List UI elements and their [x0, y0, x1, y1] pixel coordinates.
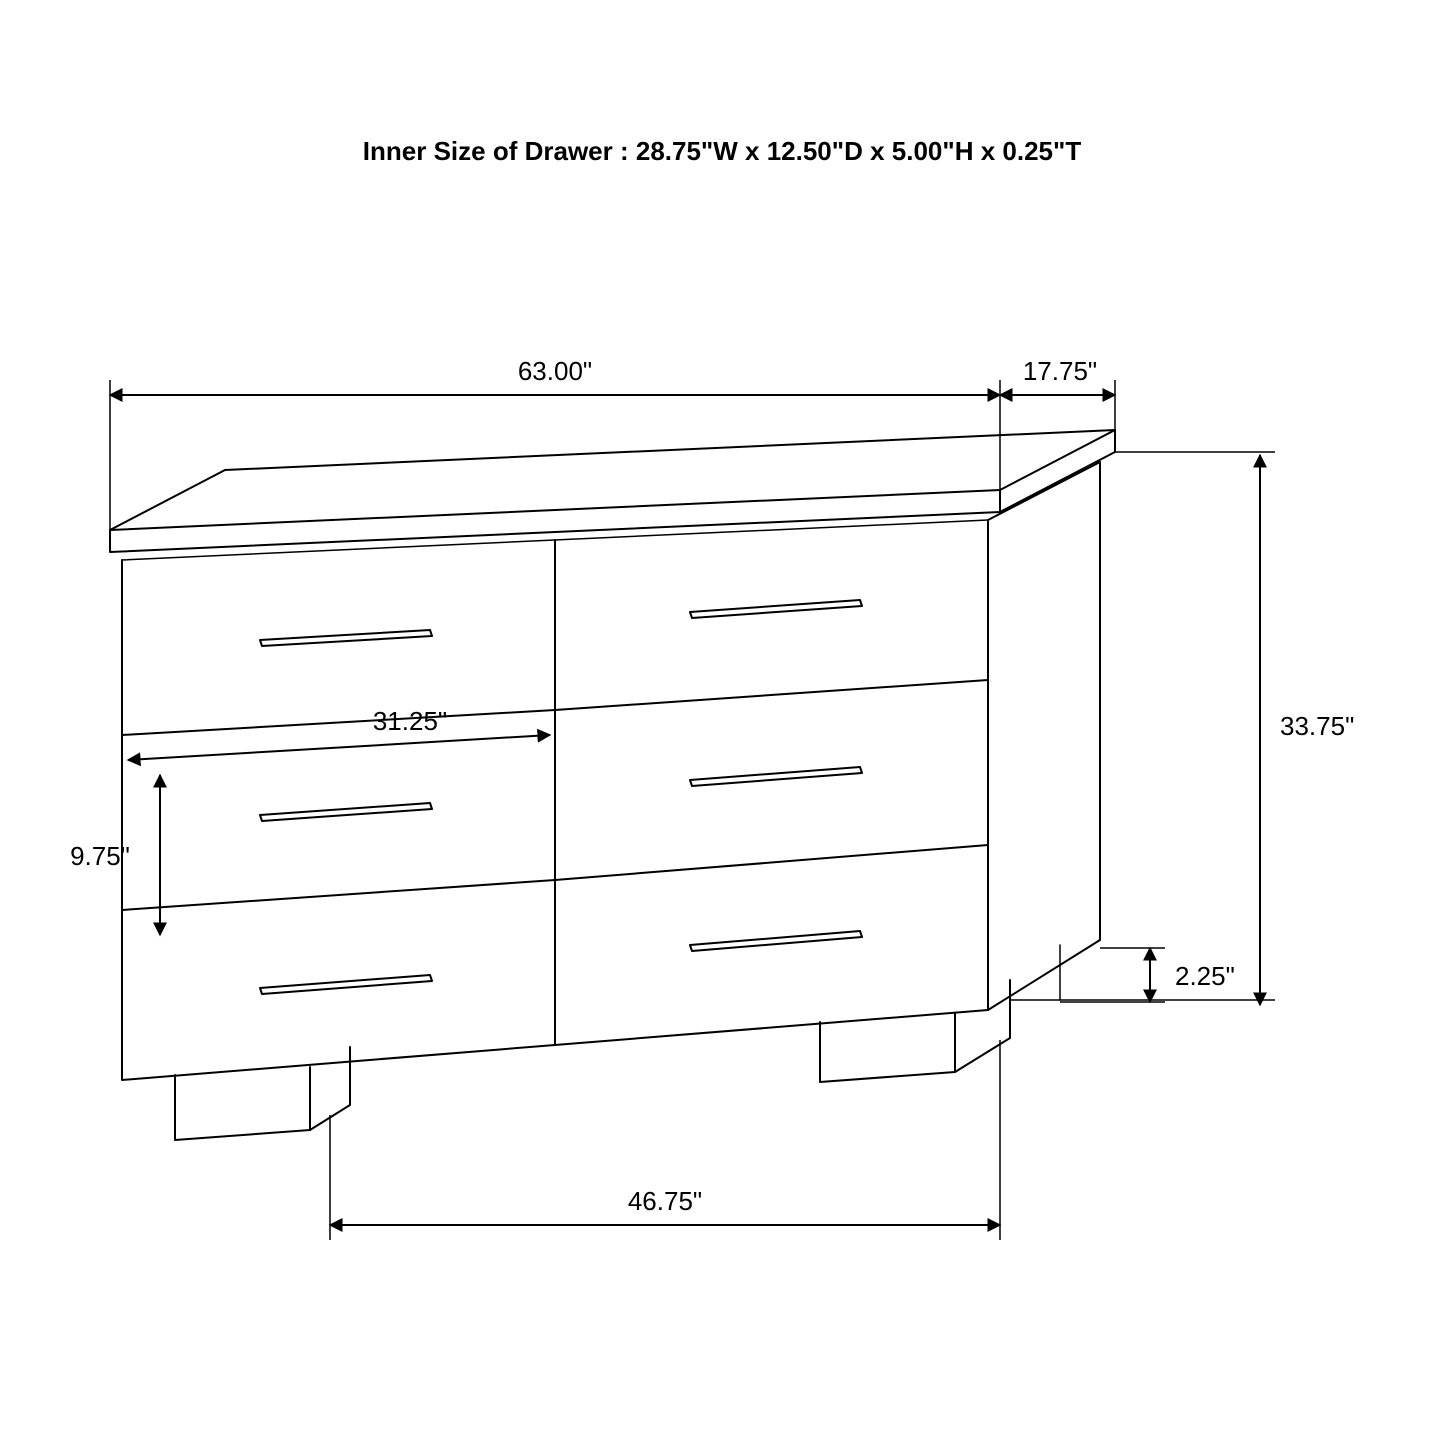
dim-drawer-width: 31.25": [373, 706, 447, 736]
diagram-title: Inner Size of Drawer : 28.75"W x 12.50"D…: [363, 136, 1082, 166]
dim-depth: 17.75": [1023, 356, 1097, 386]
dim-base-width: 46.75": [628, 1186, 702, 1216]
dimension-labels: 63.00" 17.75" 33.75" 2.25" 31.25" 9.75" …: [70, 356, 1354, 1216]
dim-base-height: 2.25": [1175, 961, 1235, 991]
dresser-drawing: [110, 430, 1115, 1140]
dim-width: 63.00": [518, 356, 592, 386]
dim-height: 33.75": [1280, 711, 1354, 741]
dim-drawer-height: 9.75": [70, 841, 130, 871]
